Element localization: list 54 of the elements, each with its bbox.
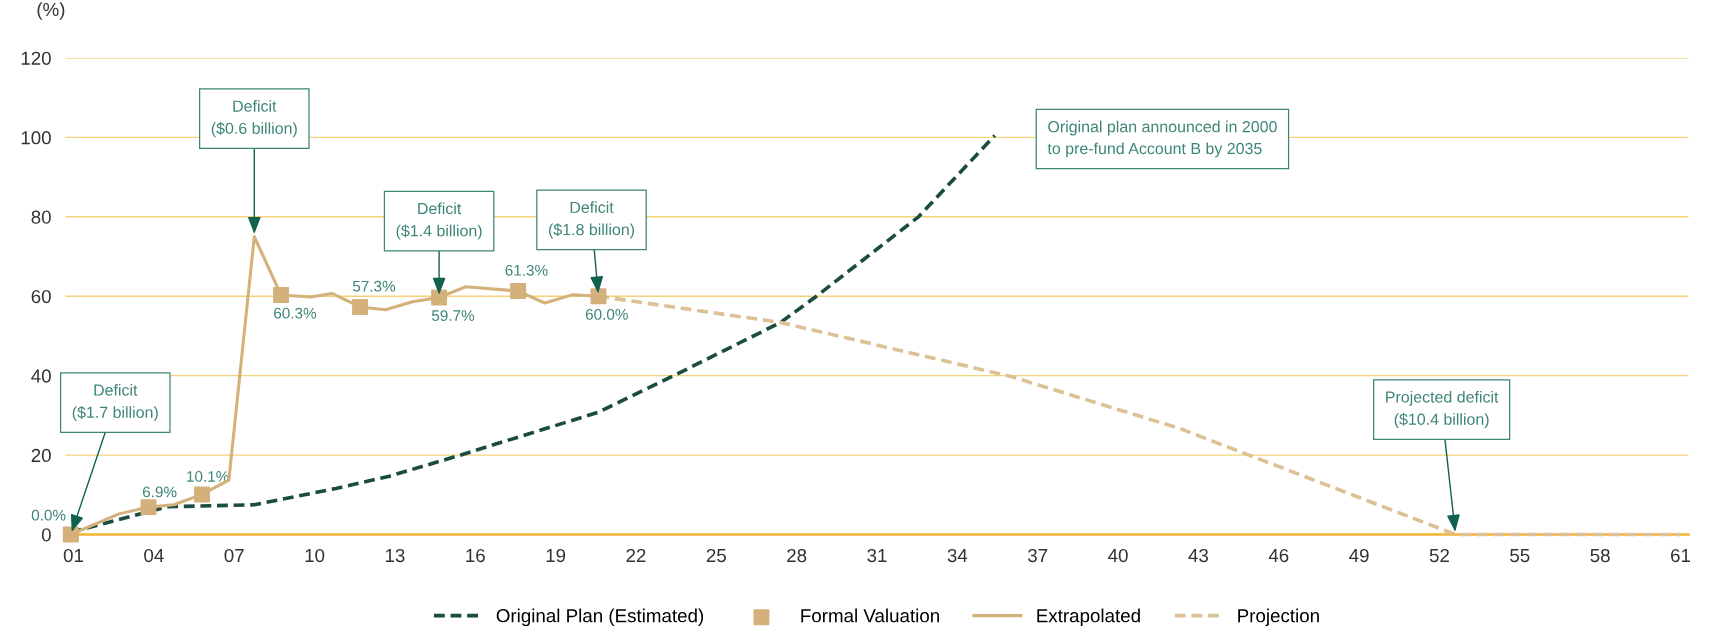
x-tick-label: 22 xyxy=(626,548,646,562)
data-label: 6.9% xyxy=(142,486,177,498)
x-tick-label: 07 xyxy=(224,548,244,563)
x-tick-label: 13 xyxy=(385,548,405,563)
annotation: Deficit ($1.7 billion) xyxy=(72,384,158,422)
x-tick-label: 46 xyxy=(1268,548,1289,563)
x-tick-label: 61 xyxy=(1671,548,1691,563)
x-tick-label: 34 xyxy=(947,548,968,563)
data-label: 60.3% xyxy=(274,307,317,319)
x-tick-label: 28 xyxy=(787,548,807,563)
y-tick-label: 20 xyxy=(31,448,51,463)
annotation: Projected deficit ($10.4 billion) xyxy=(1386,390,1499,429)
annotation: Deficit ($0.6 billion) xyxy=(211,100,297,138)
point xyxy=(62,526,79,543)
data-label: 57.3% xyxy=(352,280,396,292)
y-tick-label: 120 xyxy=(21,51,51,65)
point xyxy=(140,499,157,516)
x-tick-label: 40 xyxy=(1108,548,1128,563)
x-tick-label: 55 xyxy=(1510,549,1530,563)
annotation: Original plan announced in 2000 to pre-fund Account B by 2035 xyxy=(1047,120,1277,158)
point xyxy=(431,289,448,306)
x-tick-label: 19 xyxy=(546,548,566,563)
x-tick-label: 01 xyxy=(63,548,84,563)
x-tick-label: 31 xyxy=(867,548,887,563)
legend-label: Projection xyxy=(1238,608,1319,627)
x-tick-label: 04 xyxy=(144,548,164,563)
point xyxy=(273,287,290,304)
x-tick-label: 25 xyxy=(706,548,726,563)
point xyxy=(510,283,527,300)
y-tick-label: 0 xyxy=(41,528,51,542)
data-label: 60.0% xyxy=(585,308,628,320)
y-tick-label: 40 xyxy=(31,369,51,383)
legend-label: Formal Valuation xyxy=(801,608,939,623)
x-tick-label: 49 xyxy=(1349,548,1369,563)
data-label: 61.3% xyxy=(505,264,548,276)
x-tick-label: 43 xyxy=(1188,548,1209,563)
annotation: Deficit ($1.4 billion) xyxy=(396,202,482,240)
x-tick-label: 10 xyxy=(305,548,325,563)
legend-label: Original Plan (Estimated) xyxy=(496,608,704,627)
y-axis-title: (%) xyxy=(37,2,65,20)
y-tick-label: 80 xyxy=(31,210,51,224)
x-tick-label: 37 xyxy=(1027,548,1048,563)
data-label: 0.0% xyxy=(31,509,66,521)
x-tick-label: 16 xyxy=(466,548,485,563)
x-tick-label: 58 xyxy=(1590,548,1610,563)
data-label: 59.7% xyxy=(431,310,475,321)
point xyxy=(194,486,211,503)
annotation: Deficit ($1.8 billion) xyxy=(549,201,635,239)
legend-label: Extrapolated xyxy=(1037,608,1140,627)
y-tick-label: 60 xyxy=(31,289,51,304)
x-tick-label: 52 xyxy=(1429,548,1449,563)
point xyxy=(352,298,369,315)
point xyxy=(590,288,607,305)
y-tick-label: 100 xyxy=(21,131,51,145)
